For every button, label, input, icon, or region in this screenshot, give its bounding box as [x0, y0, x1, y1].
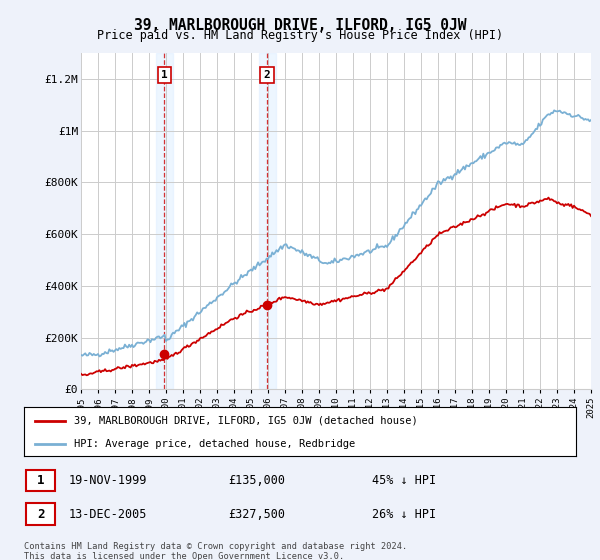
Text: 1: 1: [161, 70, 167, 80]
Bar: [156, 53, 173, 389]
Text: 39, MARLBOROUGH DRIVE, ILFORD, IG5 0JW: 39, MARLBOROUGH DRIVE, ILFORD, IG5 0JW: [134, 18, 466, 33]
Text: 19-NOV-1999: 19-NOV-1999: [69, 474, 148, 487]
FancyBboxPatch shape: [26, 470, 55, 491]
FancyBboxPatch shape: [26, 503, 55, 525]
Text: 39, MARLBOROUGH DRIVE, ILFORD, IG5 0JW (detached house): 39, MARLBOROUGH DRIVE, ILFORD, IG5 0JW (…: [74, 416, 418, 426]
Text: 45% ↓ HPI: 45% ↓ HPI: [372, 474, 436, 487]
Text: 1: 1: [37, 474, 44, 487]
Text: Price paid vs. HM Land Registry's House Price Index (HPI): Price paid vs. HM Land Registry's House …: [97, 29, 503, 42]
Text: 26% ↓ HPI: 26% ↓ HPI: [372, 507, 436, 521]
Bar: [259, 53, 275, 389]
Text: 13-DEC-2005: 13-DEC-2005: [69, 507, 148, 521]
Text: £135,000: £135,000: [228, 474, 285, 487]
Text: This data is licensed under the Open Government Licence v3.0.: This data is licensed under the Open Gov…: [24, 552, 344, 560]
Text: £327,500: £327,500: [228, 507, 285, 521]
Text: HPI: Average price, detached house, Redbridge: HPI: Average price, detached house, Redb…: [74, 439, 355, 449]
Text: 2: 2: [264, 70, 271, 80]
Text: Contains HM Land Registry data © Crown copyright and database right 2024.: Contains HM Land Registry data © Crown c…: [24, 542, 407, 551]
Text: 2: 2: [37, 507, 44, 521]
